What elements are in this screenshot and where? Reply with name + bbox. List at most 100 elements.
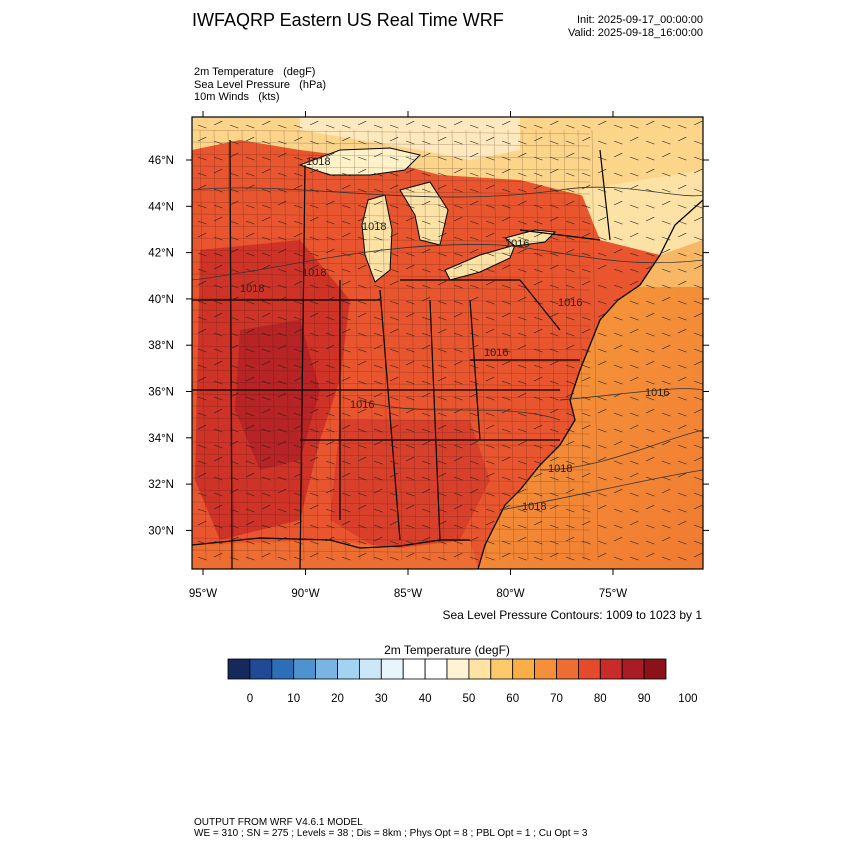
wind-barb (437, 520, 447, 526)
wind-barb (325, 392, 335, 398)
wind-barb (453, 312, 463, 318)
wind-barb (677, 124, 687, 129)
wind-barb (629, 364, 639, 369)
wind-barb (261, 524, 271, 529)
wind-barb (309, 300, 319, 305)
wind-barb (677, 268, 687, 273)
wind-barb (325, 364, 335, 369)
wind-barb (421, 124, 431, 129)
wind-barb (613, 284, 623, 289)
wind-barb (677, 300, 687, 305)
wind-barb (693, 312, 703, 318)
wind-barb (245, 492, 255, 497)
county-line (493, 129, 501, 561)
wind-barb (693, 264, 703, 270)
wind-barb (629, 472, 639, 478)
wind-barb (453, 504, 463, 510)
wind-barb (373, 188, 383, 193)
wind-barb (533, 460, 543, 465)
wind-barb (341, 124, 351, 129)
wind-barb (229, 488, 239, 494)
wind-barb (389, 540, 399, 545)
wind-barb (469, 536, 479, 542)
wind-barb (325, 248, 335, 254)
wind-barb (373, 488, 383, 494)
wind-barb (437, 396, 447, 401)
wind-barb (389, 412, 399, 417)
isobars (192, 186, 703, 511)
county-line (437, 129, 445, 561)
wind-barb (309, 360, 319, 366)
wind-barb (245, 376, 255, 382)
wind-barb (197, 376, 207, 382)
wind-barb (229, 200, 239, 206)
wind-barb (213, 284, 223, 289)
wind-barb (645, 456, 655, 462)
wind-barb (677, 364, 687, 369)
wind-barb (501, 332, 511, 337)
wind-barb (229, 460, 239, 465)
wind-barb (197, 424, 207, 430)
wind-barb (389, 316, 399, 321)
coastline (477, 199, 703, 569)
wind-barb (661, 440, 671, 446)
wind-barb (277, 536, 287, 542)
wind-barb (629, 252, 639, 257)
wind-barb (565, 392, 575, 398)
wind-barb (469, 488, 479, 494)
wind-barb (501, 216, 511, 222)
wind-barb (293, 300, 303, 305)
wind-barb (677, 348, 687, 353)
model-version: OUTPUT FROM WRF V4.6.1 MODEL (194, 817, 363, 828)
wind-barb (261, 456, 271, 462)
wind-barb (405, 204, 415, 209)
wind-barb (389, 472, 399, 478)
wind-barb (325, 172, 335, 177)
wind-barb (325, 124, 335, 129)
wind-barb (613, 220, 623, 225)
wind-barb (405, 428, 415, 433)
wind-barb (597, 428, 607, 433)
wind-barb (309, 348, 319, 353)
wind-barb (261, 380, 271, 385)
wind-barb (261, 300, 271, 305)
wind-barb (613, 200, 623, 206)
wind-barb (549, 492, 559, 497)
wind-barb (645, 216, 655, 222)
wind-barb (357, 504, 367, 510)
wind-barb (277, 152, 287, 158)
wind-barb (485, 376, 495, 382)
wind-barb (629, 156, 639, 161)
wind-barb (405, 264, 415, 270)
wind-barb (261, 476, 271, 481)
wind-barb (245, 252, 255, 257)
wind-barb (533, 444, 543, 449)
county-line (465, 129, 473, 561)
wind-barb (405, 456, 415, 462)
wind-barb (261, 204, 271, 209)
wind-barb (597, 444, 607, 449)
wind-barb (197, 172, 207, 177)
wind-barb (213, 492, 223, 497)
model-settings: WE = 310 ; SN = 275 ; Levels = 38 ; Dis … (194, 828, 588, 839)
wind-barb (581, 412, 591, 417)
wind-barb (597, 408, 607, 414)
wind-barb (357, 300, 367, 305)
wind-barb (629, 508, 639, 513)
colorbar-label: 100 (678, 693, 697, 705)
wind-barb (437, 232, 447, 238)
wind-barb (293, 280, 303, 286)
wind-barb (357, 312, 367, 318)
wind-barb (341, 232, 351, 238)
wind-barb (261, 168, 271, 174)
wind-barb (517, 476, 527, 481)
wind-barb (213, 476, 223, 481)
wind-barb (373, 440, 383, 446)
wind-barb (293, 472, 303, 478)
wind-barb (229, 556, 239, 561)
wind-barb (277, 380, 287, 385)
wind-barb (581, 328, 591, 334)
wind-barb (693, 300, 703, 305)
wind-barb (629, 460, 639, 465)
wind-barb (629, 556, 639, 561)
